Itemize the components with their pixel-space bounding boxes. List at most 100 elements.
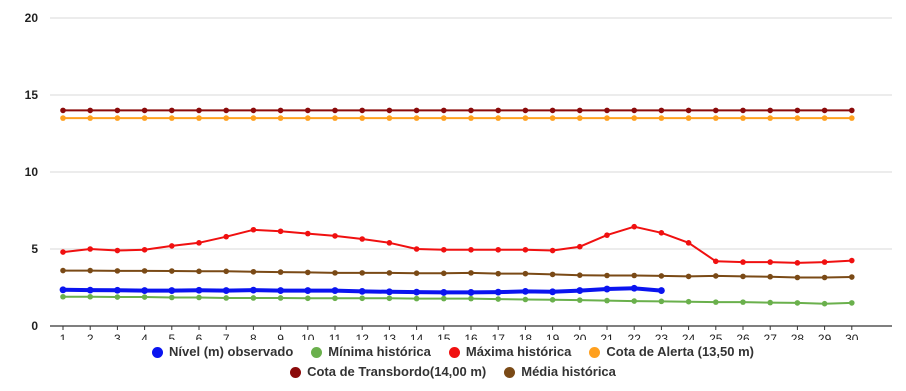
x-tick-label: 20 (573, 332, 587, 340)
data-point (223, 233, 229, 240)
x-tick-label: 10 (301, 332, 315, 340)
data-point (386, 240, 393, 246)
legend-item-alert[interactable]: Cota de Alerta (13,50 m) (589, 342, 754, 362)
data-point (413, 295, 420, 302)
data-point (468, 295, 474, 302)
data-point (522, 270, 529, 277)
legend-label-max: Máxima histórica (465, 344, 572, 359)
data-point (604, 115, 610, 121)
data-point (277, 287, 284, 294)
data-point (794, 300, 801, 306)
legend-label-min: Mínima histórica (328, 344, 431, 359)
x-tick-label: 27 (764, 332, 778, 340)
data-point (87, 267, 93, 274)
legend-item-mean[interactable]: Média histórica (504, 362, 616, 382)
data-point (305, 107, 311, 114)
x-tick-label: 23 (655, 332, 669, 340)
data-point (114, 115, 121, 121)
x-tick-label: 29 (818, 332, 832, 340)
data-point (495, 270, 502, 277)
data-point (305, 230, 311, 237)
data-point (849, 300, 855, 306)
data-point (413, 270, 420, 276)
data-point (141, 268, 148, 274)
series-5 (60, 267, 855, 281)
legend-dot-alert (589, 346, 601, 358)
data-point (359, 270, 366, 276)
data-point (767, 107, 773, 114)
legend-row-1: Nível (m) observado Mínima histórica Máx… (0, 342, 906, 362)
data-point (713, 273, 719, 279)
data-point (794, 274, 801, 281)
series-line (63, 295, 852, 305)
data-point (821, 115, 828, 121)
legend-item-min[interactable]: Mínima histórica (311, 342, 431, 362)
data-point (522, 246, 529, 253)
data-point (577, 243, 583, 250)
data-point (386, 107, 393, 114)
legend-item-max[interactable]: Máxima histórica (448, 342, 572, 362)
data-point (196, 240, 202, 246)
data-point (223, 295, 229, 301)
data-point (250, 115, 257, 121)
data-point (386, 288, 393, 296)
data-point (250, 107, 257, 114)
x-tick-label: 6 (196, 332, 203, 340)
data-point (332, 233, 338, 239)
data-point (413, 107, 420, 114)
data-point (305, 115, 311, 121)
data-point (468, 246, 474, 253)
data-point (359, 295, 366, 302)
data-point (658, 298, 665, 305)
data-point (223, 115, 229, 121)
data-point (332, 115, 338, 121)
data-point (277, 269, 284, 275)
data-point (277, 115, 284, 121)
data-point (196, 268, 202, 275)
data-point (549, 247, 556, 254)
x-tick-label: 2 (87, 332, 94, 340)
y-axis-ticks: 0 5 10 15 20 (25, 11, 39, 333)
data-point (658, 115, 665, 121)
data-point (331, 287, 339, 294)
data-point (168, 287, 176, 294)
data-point (60, 115, 66, 121)
data-point (441, 115, 447, 121)
data-point (794, 260, 801, 266)
x-tick-label: 13 (383, 332, 397, 340)
data-point (250, 295, 257, 301)
series-1 (60, 293, 855, 307)
x-tick-label: 28 (791, 332, 805, 340)
data-point (767, 259, 773, 265)
data-point (440, 289, 448, 296)
series-line (63, 269, 852, 279)
data-point (767, 273, 773, 280)
data-point (821, 107, 828, 114)
data-point (794, 115, 801, 121)
data-point (332, 107, 338, 114)
data-point (549, 115, 556, 121)
data-point (821, 274, 828, 281)
legend-item-overflow[interactable]: Cota de Transbordo(14,00 m) (290, 362, 486, 382)
series-2 (60, 223, 855, 266)
data-point (604, 107, 610, 114)
data-point (713, 299, 719, 305)
data-point (495, 246, 502, 253)
data-point (740, 273, 746, 280)
data-point (685, 107, 692, 114)
data-point (631, 115, 637, 121)
data-point (413, 246, 420, 252)
data-point (577, 297, 583, 303)
data-point (604, 272, 610, 279)
data-point (223, 107, 229, 114)
legend-item-observed[interactable]: Nível (m) observado (152, 342, 293, 362)
data-point (821, 259, 828, 265)
data-point (658, 273, 665, 279)
data-point (250, 268, 257, 275)
data-point (386, 295, 393, 302)
data-point (549, 297, 556, 303)
series-3 (60, 115, 855, 121)
x-tick-label: 7 (223, 332, 230, 340)
data-point (522, 287, 529, 295)
data-point (468, 107, 474, 114)
